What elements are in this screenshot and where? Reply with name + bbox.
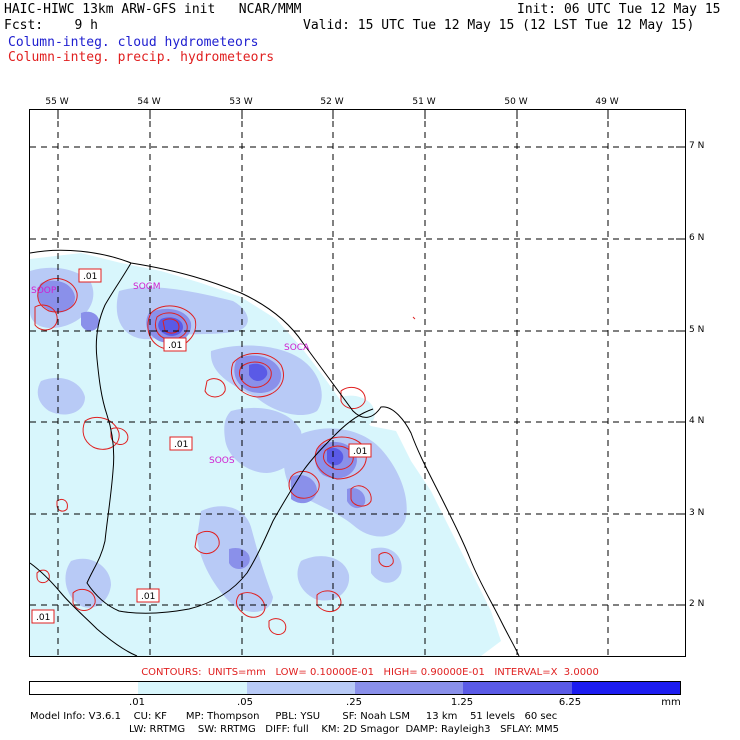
- lat-label: 7 N: [689, 141, 705, 151]
- map-panel: .01 .01 .01 .01 .01 .01 SOOP SOGM SOCA S…: [29, 109, 686, 657]
- contour-label: .01: [353, 447, 367, 457]
- station-label: SOGM: [133, 282, 161, 292]
- graticule: [30, 110, 685, 656]
- contour-label: .01: [83, 272, 97, 282]
- lon-label: 51 W: [412, 97, 436, 107]
- contour-label: .01: [174, 440, 188, 450]
- lon-label: 49 W: [595, 97, 619, 107]
- lon-label: 54 W: [137, 97, 161, 107]
- forecast-hour: Fcst: 9 h: [4, 18, 98, 33]
- init-time: Init: 06 UTC Tue 12 May 15: [517, 2, 721, 17]
- coastline: [30, 249, 520, 656]
- graticule-ticks: [57, 110, 685, 606]
- station-label: SOCA: [284, 343, 310, 353]
- colorbar: [29, 681, 681, 695]
- station-label: SOOP: [31, 286, 57, 296]
- field-cloud-label: Column-integ. cloud hydrometeors: [8, 35, 259, 50]
- lat-label: 6 N: [689, 233, 705, 243]
- lat-label: 2 N: [689, 599, 705, 609]
- colorbar-tick-label: 1.25: [450, 697, 474, 708]
- map-title: HAIC-HIWC 13km ARW-GFS init NCAR/MMM: [4, 2, 302, 17]
- field-precip-label: Column-integ. precip. hydrometeors: [8, 50, 275, 65]
- lon-label: 53 W: [229, 97, 253, 107]
- contour-label: .01: [168, 341, 182, 351]
- lon-label: 55 W: [45, 97, 69, 107]
- contour-label-boxes: [31, 268, 372, 624]
- station-label: SOOS: [209, 456, 235, 466]
- model-info-line1: Model Info: V3.6.1 CU: KF MP: Thompson P…: [30, 711, 558, 722]
- contours-info: CONTOURS: UNITS=mm LOW= 0.10000E-01 HIGH…: [141, 667, 599, 678]
- contour-label: .01: [36, 613, 50, 623]
- lon-label: 50 W: [504, 97, 528, 107]
- colorbar-tick-label: .25: [346, 697, 362, 708]
- colorbar-tick-label: 6.25: [558, 697, 582, 708]
- colorbar-tick-label: .05: [237, 697, 253, 708]
- colorbar-swatch: [138, 682, 247, 694]
- lat-label: 4 N: [689, 416, 705, 426]
- colorbar-units: mm: [661, 697, 681, 708]
- lon-label: 52 W: [320, 97, 344, 107]
- colorbar-swatch: [571, 682, 680, 694]
- colorbar-swatch: [354, 682, 464, 694]
- colorbar-swatch: [246, 682, 355, 694]
- colorbar-tick-label: .01: [129, 697, 145, 708]
- lat-label: 3 N: [689, 508, 705, 518]
- contour-label: .01: [141, 592, 155, 602]
- lat-label: 5 N: [689, 325, 705, 335]
- colorbar-swatch: [463, 682, 572, 694]
- valid-time: Valid: 15 UTC Tue 12 May 15 (12 LST Tue …: [303, 18, 695, 33]
- model-info-line2: LW: RRTMG SW: RRTMG DIFF: full KM: 2D Sm…: [129, 724, 559, 735]
- map-canvas: .01 .01 .01 .01 .01 .01 SOOP SOGM SOCA S…: [30, 110, 685, 656]
- colorbar-swatch: [30, 682, 139, 694]
- precip-contours: [34, 278, 416, 635]
